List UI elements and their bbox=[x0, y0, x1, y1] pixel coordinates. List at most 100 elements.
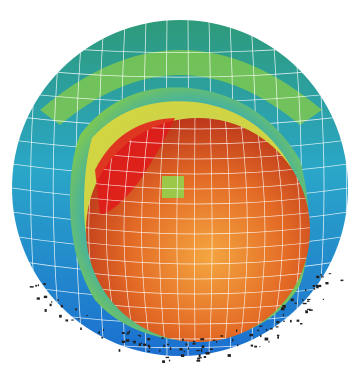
debris-fragment bbox=[201, 345, 205, 349]
debris-fragment bbox=[132, 341, 136, 343]
debris-fragment bbox=[182, 338, 184, 341]
core-latitude-line bbox=[86, 196, 310, 205]
debris-fragment bbox=[35, 284, 38, 287]
debris-fragment bbox=[249, 333, 254, 337]
debris-fragment bbox=[283, 320, 285, 322]
debris-fragment bbox=[290, 319, 292, 323]
debris-fragment bbox=[103, 328, 105, 331]
core-meridian-line bbox=[209, 118, 213, 342]
debris-fragment bbox=[257, 329, 260, 332]
debris-fragment bbox=[340, 279, 344, 282]
debris-fragment bbox=[167, 343, 169, 346]
debris-fragment bbox=[282, 304, 286, 308]
debris-fragment bbox=[307, 298, 311, 300]
outer-shell-top-band bbox=[40, 50, 322, 125]
debris-fragment bbox=[302, 299, 304, 301]
debris-fragment bbox=[277, 336, 279, 339]
debris-fragment bbox=[159, 349, 161, 352]
debris-fragment bbox=[199, 357, 202, 359]
debris-fragment bbox=[305, 310, 308, 314]
debris-fragment bbox=[127, 331, 130, 334]
debris-fragment bbox=[198, 354, 201, 358]
debris-fragment bbox=[36, 297, 40, 300]
debris-fragment bbox=[276, 334, 280, 337]
debris-fragment bbox=[328, 273, 332, 275]
debris-fragment bbox=[169, 347, 172, 351]
debris-fragment bbox=[101, 336, 104, 339]
debris-fragment bbox=[264, 337, 269, 341]
debris-fragment bbox=[86, 315, 88, 316]
debris-fragment bbox=[290, 298, 294, 302]
debris-fragment bbox=[220, 335, 224, 337]
debris-fragment bbox=[78, 318, 80, 320]
debris-fragment bbox=[203, 356, 207, 358]
debris-fragment bbox=[80, 327, 82, 330]
debris-fragment bbox=[300, 323, 303, 325]
debris-fragment bbox=[207, 352, 211, 354]
debris-fragment bbox=[147, 338, 151, 341]
debris-fragment bbox=[59, 314, 62, 318]
debris-fragment bbox=[265, 328, 268, 331]
debris-fragment bbox=[227, 354, 231, 357]
debris-fragment bbox=[75, 308, 77, 311]
debris-fragment bbox=[185, 343, 188, 346]
debris-fragment bbox=[237, 344, 239, 347]
debris-fragment bbox=[43, 295, 48, 299]
debris-fragment bbox=[296, 319, 300, 322]
core-latitude-line bbox=[86, 226, 310, 235]
debris-fragment bbox=[325, 282, 329, 285]
debris-fragment bbox=[216, 340, 217, 343]
debris-fragment bbox=[163, 344, 165, 348]
debris-fragment bbox=[139, 335, 141, 337]
debris-fragment bbox=[322, 298, 324, 300]
inner-core bbox=[86, 118, 310, 342]
debris-fragment bbox=[121, 332, 125, 334]
debris-fragment bbox=[126, 333, 130, 335]
debris-fragment bbox=[259, 325, 263, 327]
core-meridian-line bbox=[158, 118, 166, 342]
debris-fragment bbox=[60, 304, 63, 308]
debris-fragment bbox=[309, 309, 313, 311]
debris-fragment bbox=[168, 359, 171, 362]
debris-fragment bbox=[37, 284, 39, 287]
debris-fragment bbox=[65, 319, 69, 322]
debris-fragment bbox=[147, 344, 150, 348]
debris-fragment bbox=[126, 339, 130, 342]
debris bbox=[29, 273, 344, 363]
debris-fragment bbox=[51, 301, 53, 303]
debris-fragment bbox=[162, 360, 165, 363]
debris-fragment bbox=[165, 356, 170, 359]
debris-fragment bbox=[201, 349, 203, 353]
debris-fragment bbox=[312, 285, 316, 288]
debris-fragment bbox=[316, 284, 319, 288]
core-meridian-line bbox=[176, 118, 181, 342]
debris-fragment bbox=[302, 302, 307, 305]
debris-fragment bbox=[200, 338, 205, 341]
core-meridian-line bbox=[239, 118, 248, 342]
debris-fragment bbox=[307, 300, 310, 302]
core-hot-region bbox=[95, 118, 175, 215]
debris-fragment bbox=[313, 288, 316, 290]
debris-fragment bbox=[192, 340, 196, 343]
debris-fragment bbox=[121, 340, 126, 343]
debris-fragment bbox=[213, 339, 216, 341]
core-green-patch bbox=[162, 176, 184, 198]
core-latitude-line bbox=[86, 181, 310, 190]
debris-fragment bbox=[209, 348, 213, 350]
debris-fragment bbox=[140, 342, 142, 344]
core-latitude-line bbox=[86, 241, 310, 250]
debris-fragment bbox=[196, 359, 201, 362]
debris-fragment bbox=[98, 331, 100, 334]
core-meridian-line bbox=[141, 118, 151, 342]
core-meridian-line bbox=[254, 118, 266, 342]
debris-fragment bbox=[282, 313, 284, 317]
debris-fragment bbox=[270, 328, 273, 330]
debris-fragment bbox=[250, 344, 254, 347]
debris-fragment bbox=[232, 338, 234, 342]
core-latitude-line bbox=[86, 271, 310, 280]
debris-fragment bbox=[188, 347, 189, 350]
debris-fragment bbox=[183, 350, 185, 353]
core-latitude-line bbox=[86, 211, 310, 220]
debris-fragment bbox=[29, 286, 34, 288]
debris-fragment bbox=[294, 302, 297, 304]
